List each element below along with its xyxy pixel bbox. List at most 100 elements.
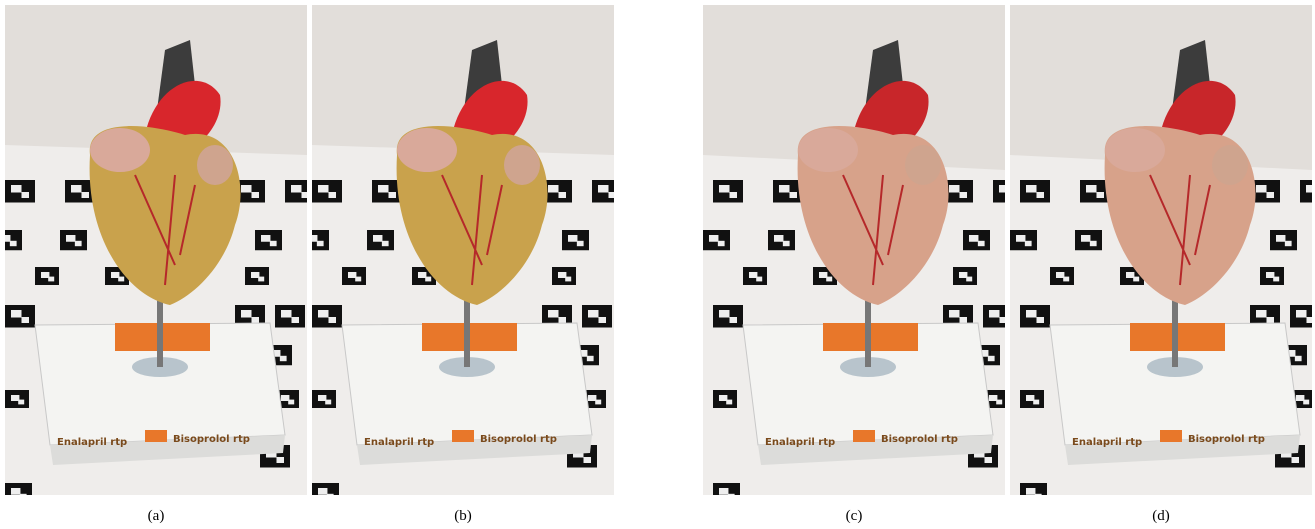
base-box xyxy=(452,430,474,442)
marker-inner xyxy=(1256,185,1267,193)
marker-inner xyxy=(382,241,389,246)
base-label: Bisoprolol rtp xyxy=(881,434,958,445)
marker-inner xyxy=(318,185,329,193)
marker-inner xyxy=(1126,272,1134,278)
marker-inner xyxy=(588,395,596,401)
base-box xyxy=(145,430,167,442)
marker-inner xyxy=(726,400,732,405)
marker-inner xyxy=(558,272,566,278)
base-label: Enalapril rtp xyxy=(765,437,835,448)
marker-inner xyxy=(251,272,259,278)
marker-inner xyxy=(1026,488,1035,495)
marker-inner xyxy=(1307,317,1315,323)
marker-inner xyxy=(71,185,82,193)
marker-inner xyxy=(425,277,431,282)
photo: Enalapril rtpBisoprolol rtp xyxy=(302,5,622,503)
caption: (d) xyxy=(1152,508,1170,524)
marker-inner xyxy=(709,235,718,242)
base-label: Bisoprolol rtp xyxy=(480,434,557,445)
marker-inner xyxy=(1033,400,1039,405)
marker-inner xyxy=(302,192,310,198)
marker-inner xyxy=(75,241,82,246)
marker-inner xyxy=(949,310,960,318)
caption: (b) xyxy=(454,508,472,524)
marker-inner xyxy=(790,192,798,198)
marker-inner xyxy=(270,241,277,246)
marker-inner xyxy=(1292,457,1300,463)
marker-inner xyxy=(989,395,997,401)
marker-inner xyxy=(719,488,728,495)
marker-inner xyxy=(22,192,30,198)
base-box xyxy=(853,430,875,442)
marker-inner xyxy=(252,192,260,198)
marker-inner xyxy=(568,235,577,242)
marker-inner xyxy=(1303,400,1309,405)
marker-inner xyxy=(1063,277,1069,282)
marker-inner xyxy=(1296,310,1307,318)
marker-inner xyxy=(988,356,995,361)
base-label: Enalapril rtp xyxy=(1072,437,1142,448)
marker-inner xyxy=(1090,241,1097,246)
atrium xyxy=(798,128,858,172)
marker-inner xyxy=(718,241,725,246)
marker-inner xyxy=(719,185,730,193)
marker-inner xyxy=(584,457,592,463)
atrium xyxy=(90,128,150,172)
marker-inner xyxy=(565,277,571,282)
photo: Enalapril rtp Bisoprolol rtp xyxy=(703,5,1023,503)
marker-inner xyxy=(317,241,324,246)
marker-inner xyxy=(1266,272,1274,278)
marker-inner xyxy=(978,241,985,246)
marker-inner xyxy=(959,272,967,278)
photo: Enalapril rtp Bisoprolol rtp xyxy=(1010,5,1315,503)
marker-inner xyxy=(1276,235,1285,242)
marker-inner xyxy=(281,310,292,318)
marker-inner xyxy=(1285,241,1292,246)
marker-inner xyxy=(308,235,317,242)
marker-inner xyxy=(318,310,329,318)
marker-inner xyxy=(252,317,260,323)
marker-inner xyxy=(719,395,727,401)
marker-inner xyxy=(949,185,960,193)
marker-inner xyxy=(989,310,1000,318)
marker-inner xyxy=(389,192,397,198)
marker-inner xyxy=(999,185,1010,193)
marker-inner xyxy=(599,317,607,323)
marker-inner xyxy=(1037,192,1045,198)
marker-inner xyxy=(548,310,559,318)
marker-inner xyxy=(355,277,361,282)
marker-inner xyxy=(960,192,968,198)
marker-inner xyxy=(1056,272,1064,278)
marker-inner xyxy=(41,272,49,278)
marker-inner xyxy=(22,317,30,323)
atrium xyxy=(905,145,941,185)
marker-inner xyxy=(1026,310,1037,318)
marker-inner xyxy=(325,400,331,405)
caption: (a) xyxy=(148,508,165,524)
marker-inner xyxy=(10,241,17,246)
marker-inner xyxy=(1256,310,1267,318)
marker-inner xyxy=(66,235,75,242)
marker-inner xyxy=(1086,185,1097,193)
marker-inner xyxy=(1026,395,1034,401)
marker-inner xyxy=(318,395,326,401)
marker-inner xyxy=(281,395,289,401)
figure: Enalapril rtp Bisoprolol rtp (a) Enalapril … xyxy=(0,0,1315,529)
marker-inner xyxy=(292,317,300,323)
marker-inner xyxy=(559,192,567,198)
marker-inner xyxy=(730,317,738,323)
marker-inner xyxy=(1295,356,1302,361)
marker-inner xyxy=(609,192,617,198)
marker-inner xyxy=(598,185,609,193)
base-box xyxy=(1160,430,1182,442)
marker-inner xyxy=(588,310,599,318)
marker-inner xyxy=(378,185,389,193)
base-label: Bisoprolol rtp xyxy=(1188,434,1265,445)
base-label: Enalapril rtp xyxy=(57,437,127,448)
marker-inner xyxy=(327,494,334,499)
marker-inner xyxy=(719,310,730,318)
marker-inner xyxy=(1296,395,1304,401)
marker-inner xyxy=(730,192,738,198)
atrium xyxy=(1105,128,1165,172)
marker-inner xyxy=(261,235,270,242)
